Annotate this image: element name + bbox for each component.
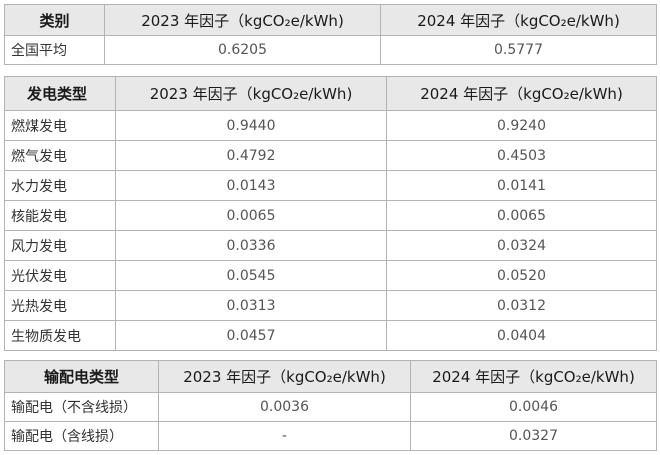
value-2024: 0.0046	[410, 392, 657, 422]
value-2023: 0.0457	[115, 320, 387, 351]
row-label: 输配电（不含线损）	[4, 392, 159, 422]
value-2023: 0.0336	[115, 230, 387, 261]
value-2024: 0.0312	[386, 290, 657, 321]
value-2023: 0.6205	[104, 35, 381, 65]
generation-type-table: 发电类型 2023 年因子（kgCO₂e/kWh) 2024 年因子（kgCO₂…	[4, 76, 657, 351]
row-label: 光热发电	[4, 290, 116, 321]
table-row: 水力发电 0.0143 0.0141	[4, 170, 657, 201]
row-label: 水力发电	[4, 170, 116, 201]
value-2024: 0.9240	[386, 110, 657, 141]
header-2023-factor: 2023 年因子（kgCO₂e/kWh)	[115, 76, 387, 111]
value-2023: 0.0065	[115, 200, 387, 231]
table-row: 核能发电 0.0065 0.0065	[4, 200, 657, 231]
value-2023: 0.9440	[115, 110, 387, 141]
value-2024: 0.0141	[386, 170, 657, 201]
table-header-row: 类别 2023 年因子（kgCO₂e/kWh) 2024 年因子（kgCO₂e/…	[4, 4, 657, 36]
value-2024: 0.0324	[386, 230, 657, 261]
table-header-row: 发电类型 2023 年因子（kgCO₂e/kWh) 2024 年因子（kgCO₂…	[4, 76, 657, 111]
value-2024: 0.4503	[386, 140, 657, 171]
header-2023-factor: 2023 年因子（kgCO₂e/kWh)	[104, 4, 381, 36]
row-label: 生物质发电	[4, 320, 116, 351]
row-label: 全国平均	[4, 35, 105, 65]
table-row: 生物质发电 0.0457 0.0404	[4, 320, 657, 351]
row-label: 燃煤发电	[4, 110, 116, 141]
value-2024: 0.0404	[386, 320, 657, 351]
table-row: 输配电（不含线损） 0.0036 0.0046	[4, 392, 657, 422]
value-2024: 0.0327	[410, 421, 657, 451]
header-transmission-type: 输配电类型	[4, 360, 159, 393]
value-2024: 0.0520	[386, 260, 657, 291]
row-label: 核能发电	[4, 200, 116, 231]
row-label: 光伏发电	[4, 260, 116, 291]
value-2023: 0.0545	[115, 260, 387, 291]
value-2023: -	[158, 421, 411, 451]
row-label: 输配电（含线损）	[4, 421, 159, 451]
row-label: 燃气发电	[4, 140, 116, 171]
header-2024-factor: 2024 年因子（kgCO₂e/kWh)	[410, 360, 657, 393]
table-row: 燃煤发电 0.9440 0.9240	[4, 110, 657, 141]
value-2024: 0.0065	[386, 200, 657, 231]
value-2023: 0.0036	[158, 392, 411, 422]
table-header-row: 输配电类型 2023 年因子（kgCO₂e/kWh) 2024 年因子（kgCO…	[4, 360, 657, 393]
table-row: 全国平均 0.6205 0.5777	[4, 35, 657, 65]
header-2023-factor: 2023 年因子（kgCO₂e/kWh)	[158, 360, 411, 393]
table-row: 输配电（含线损） - 0.0327	[4, 421, 657, 451]
value-2023: 0.0143	[115, 170, 387, 201]
row-label: 风力发电	[4, 230, 116, 261]
header-2024-factor: 2024 年因子（kgCO₂e/kWh)	[380, 4, 657, 36]
value-2023: 0.4792	[115, 140, 387, 171]
table-row: 光热发电 0.0313 0.0312	[4, 290, 657, 321]
header-2024-factor: 2024 年因子（kgCO₂e/kWh)	[386, 76, 657, 111]
table-row: 风力发电 0.0336 0.0324	[4, 230, 657, 261]
transmission-type-table: 输配电类型 2023 年因子（kgCO₂e/kWh) 2024 年因子（kgCO…	[4, 360, 657, 451]
header-generation-type: 发电类型	[4, 76, 116, 111]
table-row: 燃气发电 0.4792 0.4503	[4, 140, 657, 171]
header-category: 类别	[4, 4, 105, 36]
national-average-table: 类别 2023 年因子（kgCO₂e/kWh) 2024 年因子（kgCO₂e/…	[4, 4, 657, 65]
value-2024: 0.5777	[380, 35, 657, 65]
table-row: 光伏发电 0.0545 0.0520	[4, 260, 657, 291]
value-2023: 0.0313	[115, 290, 387, 321]
